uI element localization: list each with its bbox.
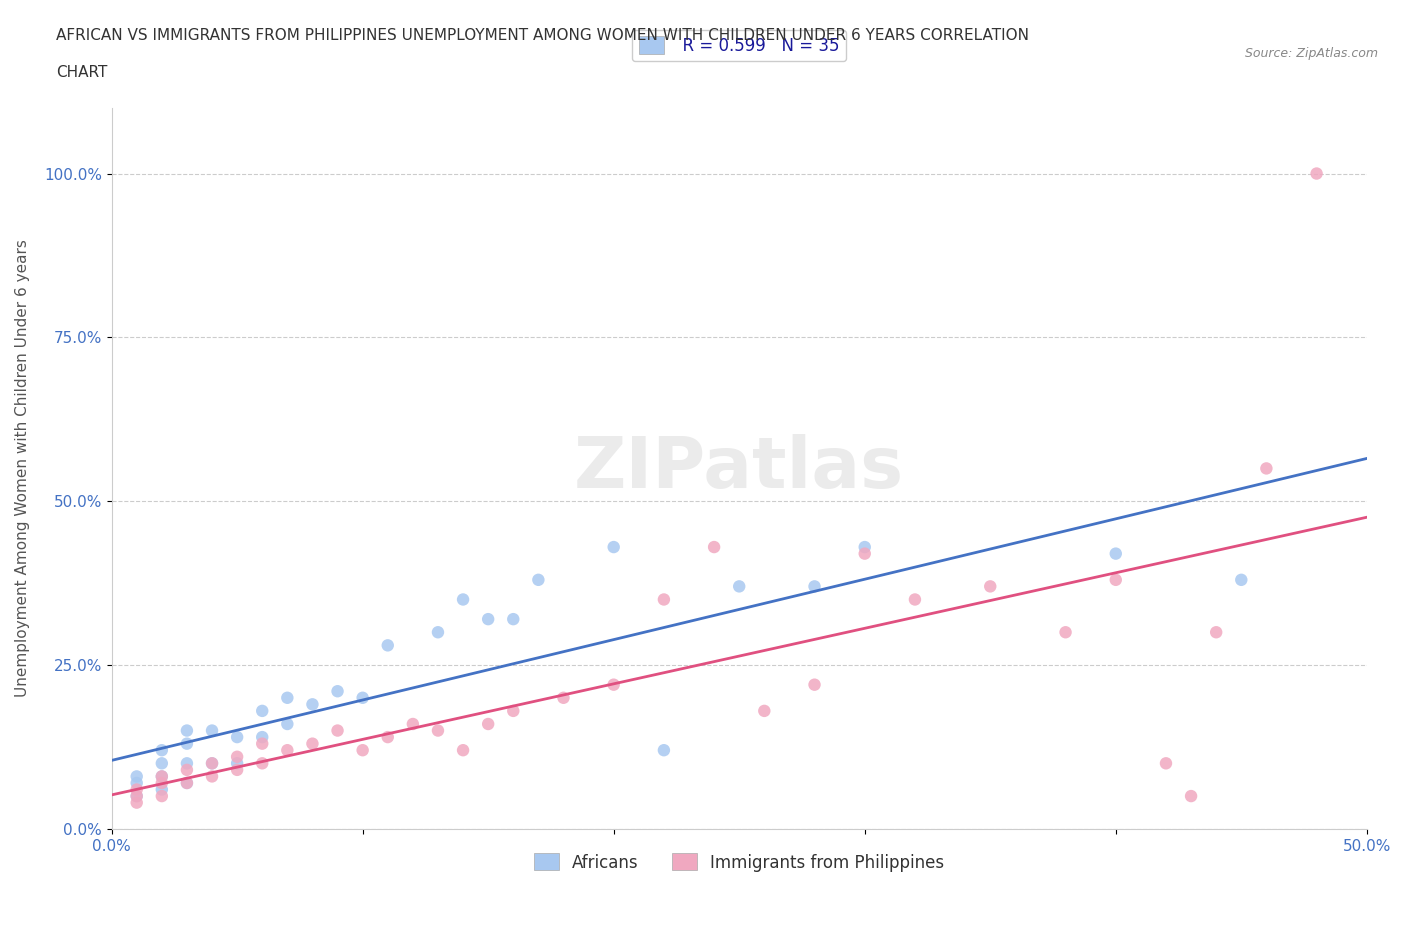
Text: AFRICAN VS IMMIGRANTS FROM PHILIPPINES UNEMPLOYMENT AMONG WOMEN WITH CHILDREN UN: AFRICAN VS IMMIGRANTS FROM PHILIPPINES U… (56, 28, 1029, 43)
Point (803, 677, 825, 692)
Point (803, 579, 825, 594)
Point (226, 756, 249, 771)
Point (1256, 461, 1278, 476)
Point (252, 756, 274, 771)
Point (150, 776, 173, 790)
Point (426, 625, 449, 640)
Point (252, 730, 274, 745)
Point (276, 716, 298, 731)
Point (125, 769, 148, 784)
Point (502, 703, 524, 718)
Point (150, 743, 173, 758)
Point (652, 743, 675, 758)
Point (426, 724, 449, 738)
Point (326, 684, 349, 698)
Point (1105, 572, 1128, 587)
Point (652, 592, 675, 607)
Point (252, 703, 274, 718)
Point (754, 703, 776, 718)
Point (176, 776, 198, 790)
Point (527, 572, 550, 587)
Point (150, 769, 173, 784)
Point (176, 737, 198, 751)
Point (276, 690, 298, 705)
Point (176, 776, 198, 790)
Point (377, 730, 399, 745)
Text: Source: ZipAtlas.com: Source: ZipAtlas.com (1244, 46, 1378, 60)
Point (703, 539, 725, 554)
Point (301, 737, 323, 751)
Point (979, 579, 1001, 594)
Point (451, 592, 474, 607)
Text: CHART: CHART (56, 65, 108, 80)
Point (402, 716, 425, 731)
Point (201, 756, 224, 771)
Point (176, 763, 198, 777)
Point (201, 756, 224, 771)
Point (1230, 572, 1253, 587)
Point (352, 690, 374, 705)
Point (125, 789, 148, 804)
Point (553, 690, 575, 705)
Point (477, 716, 499, 731)
Point (477, 612, 499, 627)
Point (176, 724, 198, 738)
Point (502, 612, 524, 627)
Point (728, 579, 751, 594)
Point (853, 546, 876, 561)
Point (125, 782, 148, 797)
Point (1054, 625, 1077, 640)
Point (1154, 756, 1177, 771)
Point (1305, 166, 1327, 181)
Point (125, 776, 148, 790)
Point (352, 743, 374, 758)
Point (125, 789, 148, 804)
Point (1205, 625, 1227, 640)
Point (226, 763, 249, 777)
Point (602, 539, 624, 554)
Point (150, 756, 173, 771)
Y-axis label: Unemployment Among Women with Children Under 6 years: Unemployment Among Women with Children U… (15, 240, 30, 698)
Point (150, 782, 173, 797)
Point (150, 769, 173, 784)
Point (125, 795, 148, 810)
Point (1180, 789, 1202, 804)
Point (150, 789, 173, 804)
Point (201, 769, 224, 784)
Point (451, 743, 474, 758)
Legend: Africans, Immigrants from Philippines: Africans, Immigrants from Philippines (527, 846, 952, 878)
Point (201, 724, 224, 738)
Point (226, 750, 249, 764)
Point (252, 737, 274, 751)
Text: ZIPatlas: ZIPatlas (574, 434, 904, 503)
Point (226, 730, 249, 745)
Point (853, 539, 876, 554)
Point (301, 697, 323, 711)
Point (326, 724, 349, 738)
Point (377, 638, 399, 653)
Point (904, 592, 927, 607)
Point (276, 743, 298, 758)
Point (1105, 546, 1128, 561)
Point (176, 756, 198, 771)
Point (602, 677, 624, 692)
